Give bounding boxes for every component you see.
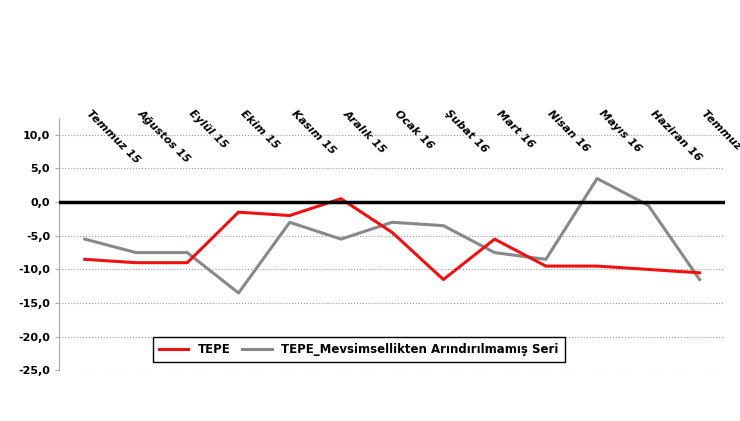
TEPE_Mevsimsellikten Arındırılmamış Seri (81, 237, 90, 242)
TEPE (234, 210, 243, 215)
TEPE (490, 237, 499, 242)
TEPE (286, 213, 295, 218)
Line: TEPE_Mevsimsellikten Arındırılmamış Seri: TEPE_Mevsimsellikten Arındırılmamış Seri (85, 179, 699, 293)
TEPE (542, 264, 551, 269)
TEPE (439, 277, 448, 282)
TEPE_Mevsimsellikten Arındırılmamış Seri (542, 257, 551, 262)
TEPE_Mevsimsellikten Arındırılmamış Seri (286, 220, 295, 225)
TEPE_Mevsimsellikten Arındırılmamış Seri (132, 250, 141, 255)
TEPE_Mevsimsellikten Arındırılmamış Seri (234, 290, 243, 296)
TEPE_Mevsimsellikten Arındırılmamış Seri (593, 176, 602, 181)
TEPE_Mevsimsellikten Arındırılmamış Seri (439, 223, 448, 228)
TEPE (644, 267, 653, 272)
TEPE (388, 230, 397, 235)
Legend: TEPE, TEPE_Mevsimsellikten Arındırılmamış Seri: TEPE, TEPE_Mevsimsellikten Arındırılmamı… (153, 337, 565, 362)
Line: TEPE: TEPE (85, 199, 699, 280)
TEPE (695, 270, 704, 275)
TEPE_Mevsimsellikten Arındırılmamış Seri (388, 220, 397, 225)
TEPE (81, 257, 90, 262)
TEPE_Mevsimsellikten Arındırılmamış Seri (183, 250, 192, 255)
TEPE (337, 196, 346, 201)
TEPE_Mevsimsellikten Arındırılmamış Seri (644, 203, 653, 208)
TEPE_Mevsimsellikten Arındırılmamış Seri (337, 237, 346, 242)
TEPE_Mevsimsellikten Arındırılmamış Seri (695, 277, 704, 282)
TEPE_Mevsimsellikten Arındırılmamış Seri (490, 250, 499, 255)
TEPE (593, 264, 602, 269)
TEPE (183, 260, 192, 265)
TEPE (132, 260, 141, 265)
